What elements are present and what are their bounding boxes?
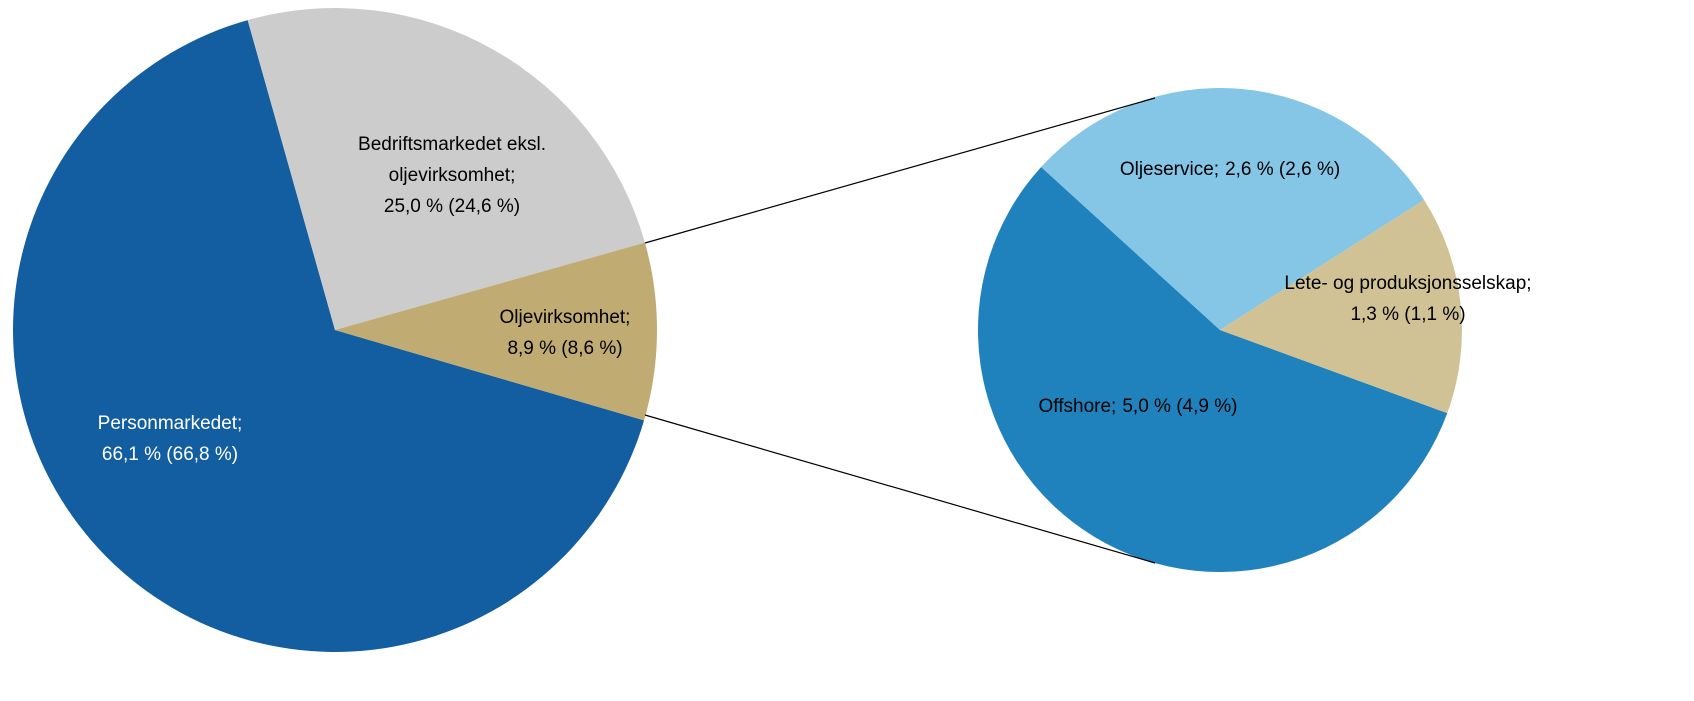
slice-label: Bedriftsmarkedet eksl. oljevirksomhet; 25,… <box>358 134 546 217</box>
slice-label: Oljeservice; 2,6 % (2,6 %) <box>1120 159 1340 180</box>
pie-slice <box>335 242 657 421</box>
value-label: 66,1 % (66,8 %) <box>102 444 238 465</box>
category-label: Oljevirksomhet; <box>500 307 631 328</box>
pie-slice <box>13 20 645 652</box>
category-label: Bedriftsmarkedet eksl. oljevirksomhet; <box>358 134 546 186</box>
category-line: Bedriftsmarkedet eksl. <box>358 134 546 155</box>
slice-label: Oljevirksomhet; 8,9 % (8,6 %) <box>500 307 631 359</box>
value-label: 2,6 % (2,6 %) <box>1225 159 1340 180</box>
slice-label: Lete- og produksjonsselskap; 1,3 % (1,1 %… <box>1284 273 1531 325</box>
category-line: oljevirksomhet; <box>389 165 516 186</box>
slice-label: Offshore; 5,0 % (4,9 %) <box>1039 396 1238 417</box>
category-label: Personmarkedet; <box>98 413 243 434</box>
category-label: Lete- og produksjonsselskap; <box>1284 273 1531 294</box>
connector-line <box>644 97 1156 244</box>
value-label: 5,0 % (4,9 %) <box>1122 396 1237 417</box>
category-label: Oljeservice; <box>1120 159 1219 180</box>
pie-slice <box>1041 88 1425 330</box>
value-label: 1,3 % (1,1 %) <box>1350 304 1465 325</box>
connector-line <box>644 414 1156 564</box>
pie-slice <box>1220 200 1463 414</box>
slice-label: Personmarkedet; 66,1 % (66,8 %) <box>98 413 243 465</box>
pie-slice <box>247 7 645 330</box>
value-label: 25,0 % (24,6 %) <box>384 196 520 217</box>
category-label: Offshore; <box>1039 396 1117 417</box>
value-label: 8,9 % (8,6 %) <box>507 338 622 359</box>
pie-slice <box>978 166 1448 572</box>
